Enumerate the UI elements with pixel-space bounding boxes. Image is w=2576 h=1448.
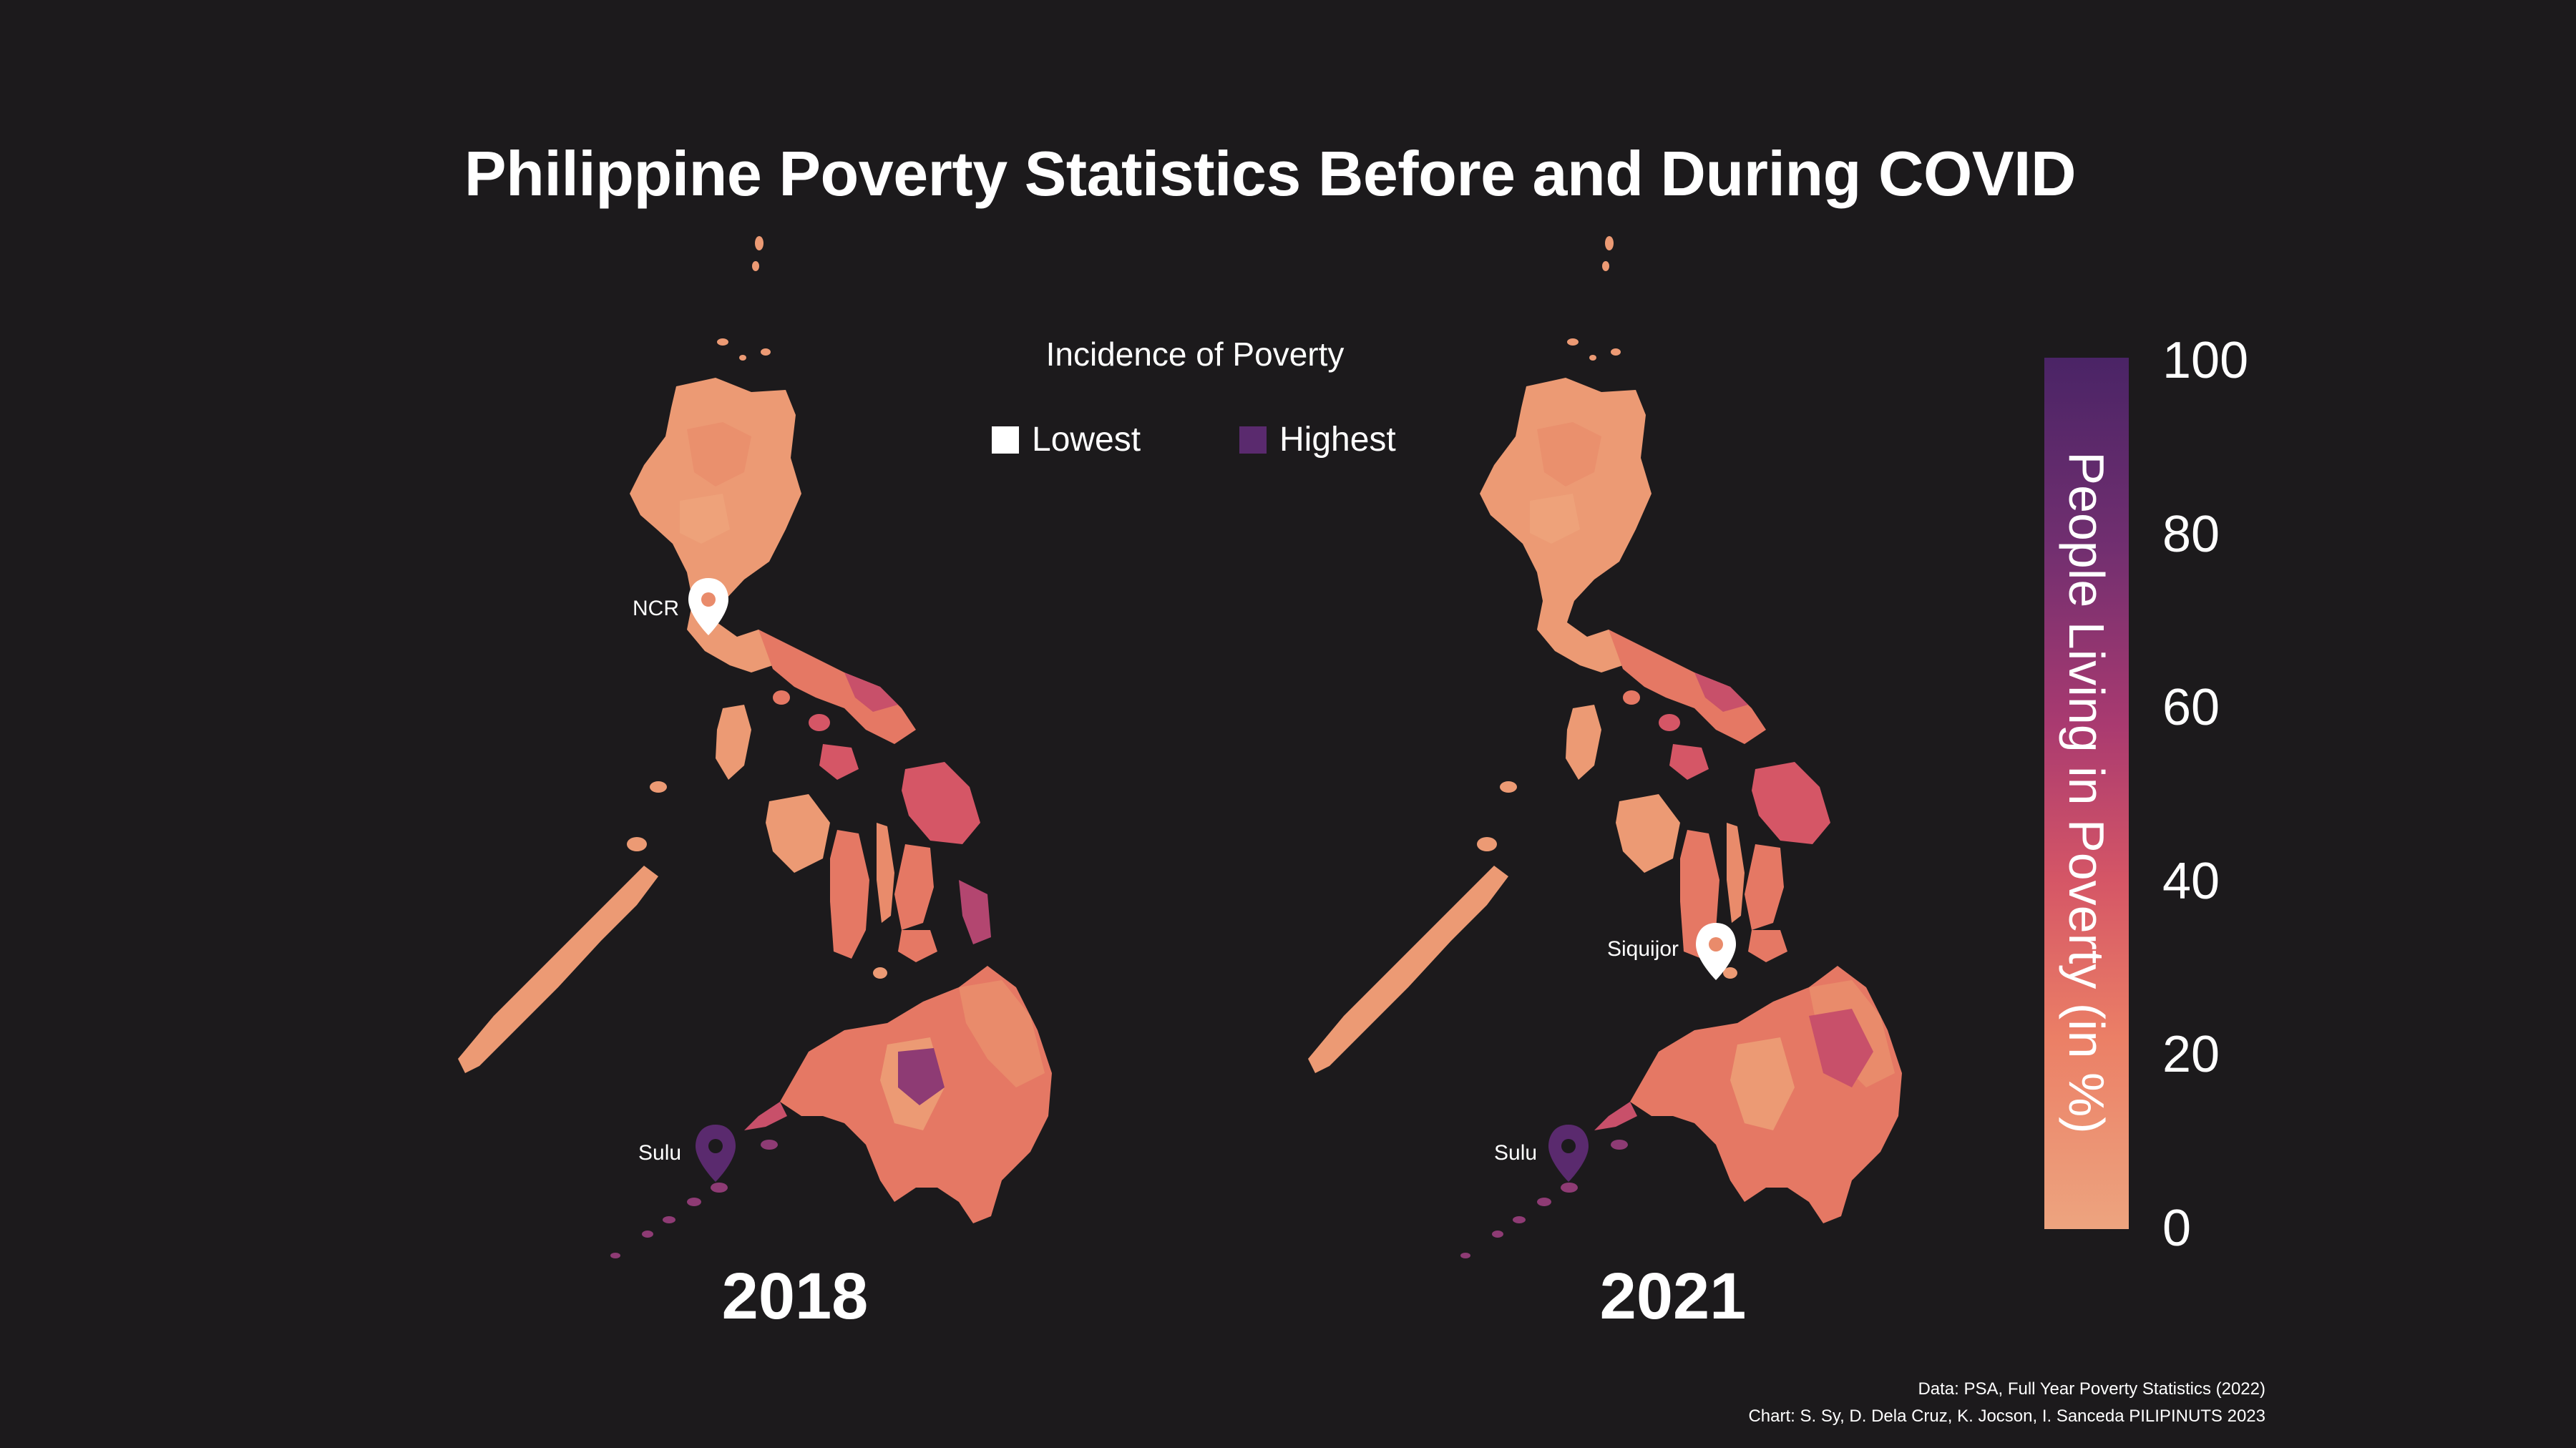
colorbar-tick-20: 20 (2162, 1026, 2220, 1083)
chart-title: Philippine Poverty Statistics Before and… (464, 138, 2077, 209)
legend-item-lowest: Lowest (992, 420, 1141, 459)
colorbar-title: People Living in Poverty (in %) (2059, 451, 2114, 1134)
sulu-pin-2018-icon (696, 1125, 736, 1182)
marker-label-ncr: NCR (633, 597, 679, 620)
marker-label-siquijor: Siquijor (1607, 937, 1679, 961)
colorbar-tick-40: 40 (2162, 853, 2220, 910)
year-label-2018: 2018 (721, 1260, 869, 1333)
map-2018 (458, 236, 1052, 1258)
marker-label-sulu-2021: Sulu (1494, 1141, 1538, 1165)
legend-label-lowest: Lowest (1032, 421, 1141, 459)
legend-label-highest: Highest (1279, 421, 1396, 459)
map-2021 (1308, 236, 1902, 1258)
sulu-pin-2021-icon (1548, 1125, 1589, 1182)
year-label-2021: 2021 (1599, 1260, 1747, 1333)
colorbar-tick-60: 60 (2162, 679, 2220, 736)
ncr-pin-icon (688, 578, 728, 635)
credits-chart-authors: Chart: S. Sy, D. Dela Cruz, K. Jocson, I… (1748, 1407, 2265, 1426)
legend-swatch-highest (1239, 426, 1267, 454)
legend-title: Incidence of Poverty (1045, 336, 1345, 373)
credits-data-source: Data: PSA, Full Year Poverty Statistics … (1918, 1379, 2265, 1399)
colorbar (2044, 358, 2129, 1229)
legend-item-highest: Highest (1239, 420, 1396, 459)
colorbar-tick-100: 100 (2162, 332, 2249, 389)
colorbar-tick-0: 0 (2162, 1200, 2192, 1257)
legend-swatch-lowest (992, 426, 1019, 454)
marker-label-sulu-2018: Sulu (638, 1141, 682, 1165)
siquijor-pin-icon (1696, 923, 1736, 980)
colorbar-tick-80: 80 (2162, 506, 2220, 563)
